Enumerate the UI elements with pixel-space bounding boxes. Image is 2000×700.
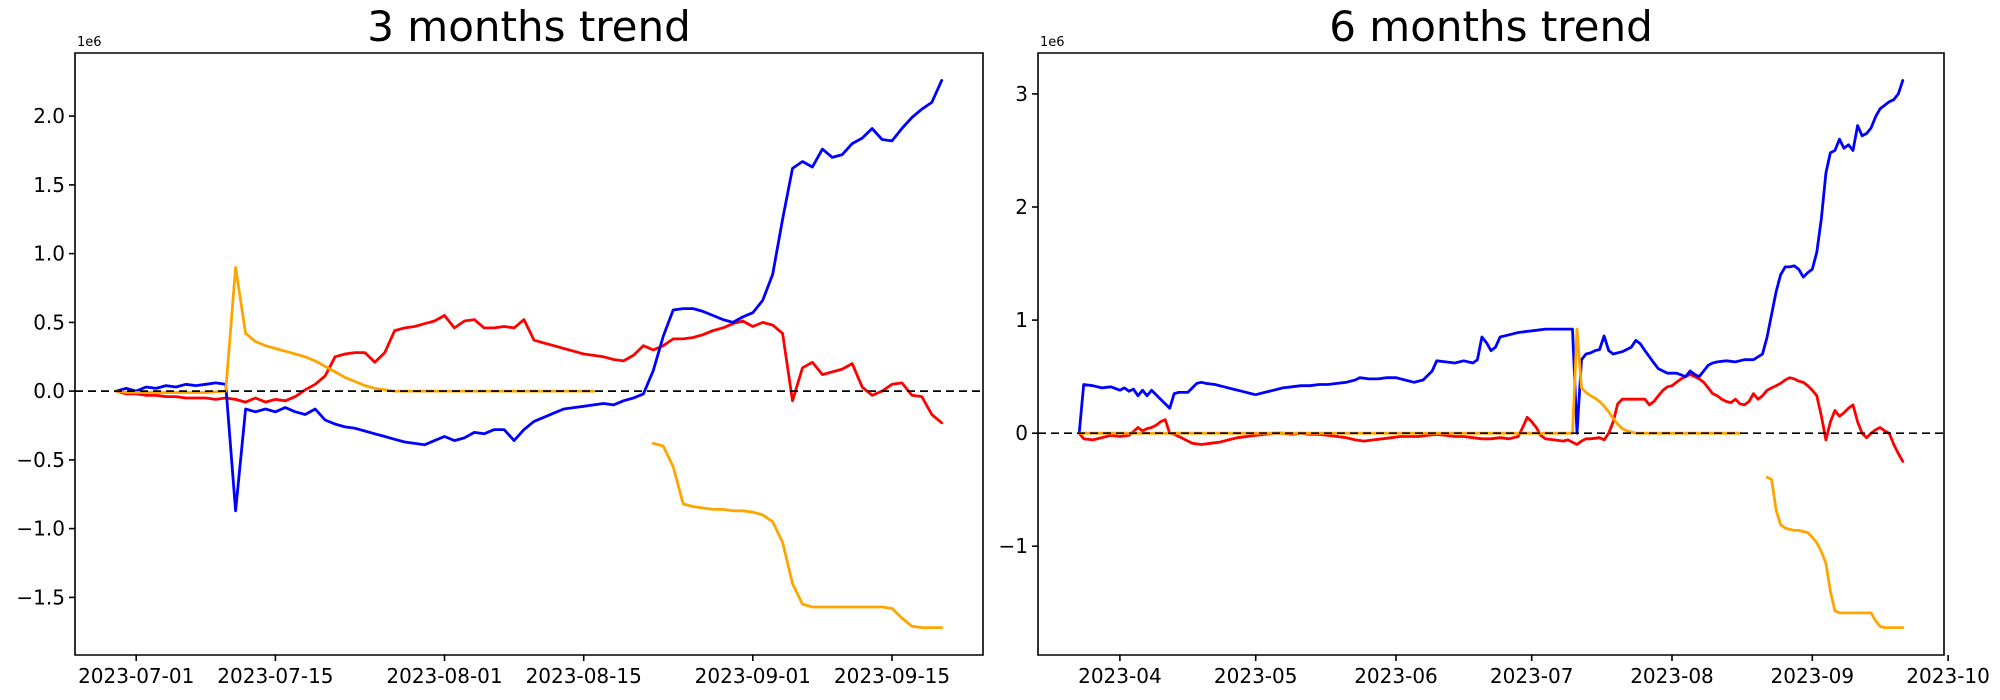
y-tick-label: 2	[1015, 195, 1028, 219]
chart-3-months: 2023-07-01 2023-07-15 2023-08-01 2023-08-15…	[16, 52, 984, 688]
series-orange	[114, 266, 944, 629]
chart-title-3-months: 3 months trend	[367, 2, 691, 51]
axes-spines	[74, 52, 984, 656]
y-tick-label: 1.5	[33, 173, 65, 197]
series-red	[1077, 373, 1905, 463]
series-blue	[114, 79, 944, 513]
y-tick-label: 3	[1015, 82, 1028, 106]
x-tick-label: 2023-08-01	[386, 664, 502, 688]
y-tick-label: 0.5	[33, 310, 65, 334]
x-tick-label: 2023-09	[1771, 664, 1855, 688]
y-tick-label: 2.0	[33, 104, 65, 128]
chart-title-6-months: 6 months trend	[1329, 2, 1653, 51]
y-tick-label: −1	[999, 534, 1028, 558]
y-tick-label: 1	[1015, 308, 1028, 332]
series-blue	[1077, 79, 1905, 435]
y-tick-label: 1.0	[33, 242, 65, 266]
y-tick-label: −0.5	[16, 448, 65, 472]
y-tick-label: −1.0	[16, 517, 65, 541]
x-tick-label: 2023-09-01	[695, 664, 811, 688]
y-axis-offset-label-left: 1e6	[77, 35, 102, 50]
x-tick-label: 2023-06	[1354, 664, 1438, 688]
x-tick-label: 2023-09-15	[834, 664, 950, 688]
series-red	[114, 314, 944, 425]
x-tick-label: 2023-04	[1078, 664, 1162, 688]
chart-6-months: 2023-04 2023-05 2023-06 2023-07 2023-08 2023-…	[999, 52, 1990, 688]
x-tick-label: 2023-05	[1214, 664, 1298, 688]
x-tick-label: 2023-07-15	[217, 664, 333, 688]
y-tick-label: −1.5	[16, 585, 65, 609]
x-tick-label: 2023-08-15	[526, 664, 642, 688]
x-tick-label: 2023-08	[1630, 664, 1714, 688]
x-tick-label: 2023-07-01	[78, 664, 194, 688]
x-tick-label: 2023-07	[1490, 664, 1574, 688]
x-tick-label: 2023-10	[1906, 664, 1990, 688]
y-tick-label: 0	[1015, 421, 1028, 445]
axes-spines	[1037, 52, 1945, 656]
y-tick-label: 0.0	[33, 379, 65, 403]
series-orange	[1077, 327, 1905, 629]
y-axis-offset-label-right: 1e6	[1040, 35, 1065, 50]
